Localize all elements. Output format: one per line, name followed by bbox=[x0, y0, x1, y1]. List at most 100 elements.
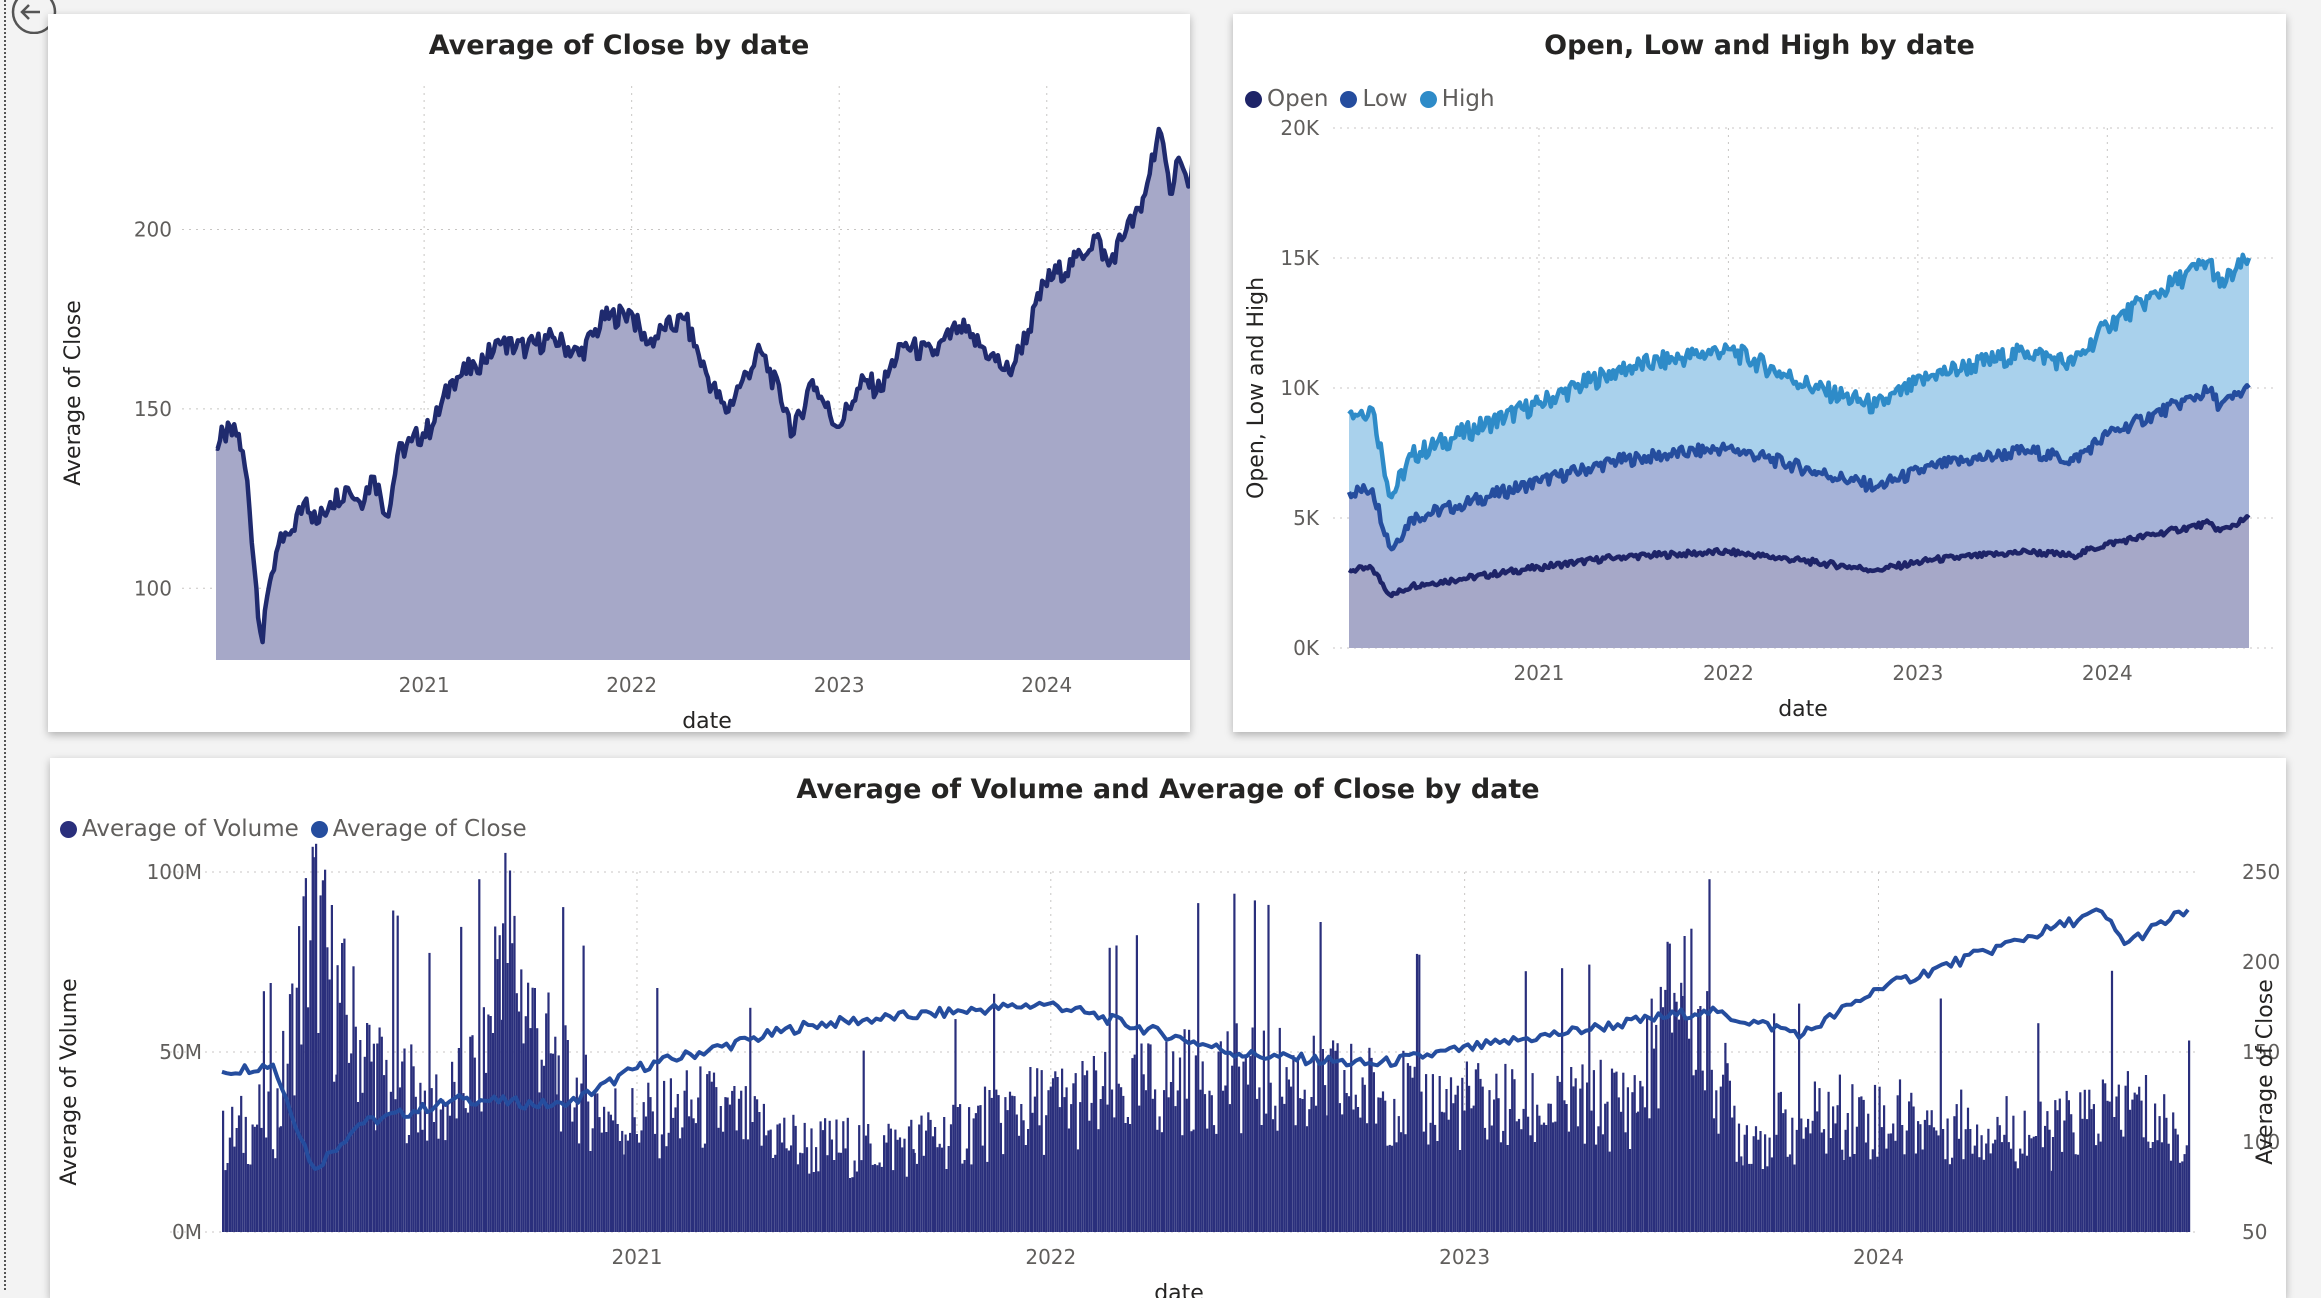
volume-bar bbox=[1015, 1114, 1018, 1232]
volume-bar bbox=[564, 1025, 567, 1232]
volume-bar bbox=[1038, 1125, 1041, 1232]
volume-bar bbox=[575, 1077, 578, 1232]
volume-bar bbox=[1388, 1144, 1391, 1232]
volume-bar bbox=[359, 1040, 362, 1232]
volume-bar bbox=[487, 1014, 490, 1232]
volume-bar bbox=[1008, 1091, 1012, 1232]
volume-bar bbox=[934, 1127, 937, 1232]
volume-bar bbox=[2092, 1104, 2095, 1232]
volume-bar bbox=[1883, 1105, 1886, 1232]
volume-bar bbox=[1235, 1023, 1238, 1232]
volume-bar bbox=[694, 1123, 697, 1232]
volume-bar bbox=[1269, 1082, 1272, 1232]
volume-bar bbox=[286, 1063, 289, 1232]
volume-bar bbox=[1846, 1113, 1849, 1232]
volume-bar bbox=[1643, 1107, 1646, 1232]
y-tick-label: 50M bbox=[159, 1040, 202, 1064]
volume-close-combo-chart-card[interactable]: Average of Volume and Average of Close b… bbox=[50, 758, 2286, 1298]
volume-bar bbox=[2070, 1114, 2073, 1232]
y-tick-label: 0K bbox=[1293, 636, 1320, 660]
y-tick-label: 200 bbox=[134, 218, 172, 242]
volume-bar bbox=[557, 1055, 560, 1232]
volume-bar bbox=[1149, 1044, 1152, 1232]
legend-item-close[interactable]: Average of Close bbox=[310, 816, 527, 842]
volume-bar bbox=[1244, 1056, 1247, 1232]
volume-bar bbox=[350, 1053, 353, 1232]
volume-bar bbox=[1097, 1129, 1100, 1232]
volume-bar bbox=[1617, 1097, 1620, 1232]
volume-bar bbox=[471, 1035, 474, 1232]
chart-title: Average of Volume and Average of Close b… bbox=[796, 774, 1540, 805]
volume-bar bbox=[2061, 1151, 2064, 1232]
close-area-fill bbox=[216, 129, 1190, 660]
volume-bar bbox=[842, 1121, 845, 1232]
volume-bar bbox=[1567, 1131, 1570, 1232]
volume-bar bbox=[609, 1114, 612, 1232]
volume-bar bbox=[1321, 1049, 1324, 1232]
legend-item-high[interactable]: High bbox=[1419, 86, 1495, 112]
volume-bar bbox=[1685, 1017, 1688, 1232]
volume-bar bbox=[1215, 1133, 1218, 1232]
volume-bar bbox=[423, 1090, 426, 1232]
volume-bar bbox=[2165, 1117, 2168, 1232]
volume-bar bbox=[258, 1084, 261, 1232]
volume-bar bbox=[1319, 922, 1322, 1232]
volume-bar bbox=[1551, 1122, 1555, 1232]
volume-bar bbox=[1595, 1144, 1598, 1232]
volume-bar bbox=[1142, 1074, 1145, 1232]
legend-item-low[interactable]: Low bbox=[1340, 86, 1408, 112]
volume-bar bbox=[1673, 992, 1676, 1232]
volume-bar bbox=[2016, 1168, 2019, 1232]
volume-bar bbox=[1465, 1061, 1468, 1232]
volume-bar bbox=[389, 1091, 392, 1232]
volume-bar bbox=[1415, 953, 1419, 1232]
y2-tick-label: 100 bbox=[2242, 1130, 2280, 1154]
volume-bar bbox=[1601, 1134, 1604, 1232]
volume-bar bbox=[1356, 1107, 1360, 1232]
legend: Average of Volume Average of Close bbox=[60, 816, 539, 842]
volume-bar bbox=[2012, 1115, 2015, 1232]
volume-bar bbox=[776, 1124, 779, 1232]
volume-bar bbox=[837, 1152, 840, 1232]
volume-bar bbox=[1022, 1120, 1025, 1232]
volume-bar bbox=[1599, 1059, 1602, 1232]
volume-bar bbox=[925, 1130, 928, 1232]
volume-bar bbox=[444, 1140, 447, 1232]
volume-bar bbox=[903, 1138, 906, 1232]
legend-item-volume[interactable]: Average of Volume bbox=[60, 816, 299, 842]
volume-bar bbox=[1379, 1097, 1382, 1232]
volume-bar bbox=[545, 1013, 548, 1232]
volume-bar bbox=[1791, 1117, 1794, 1232]
y2-tick-label: 50 bbox=[2242, 1220, 2267, 1244]
volume-bar bbox=[593, 1093, 597, 1232]
volume-bar bbox=[1377, 1097, 1380, 1232]
volume-bar bbox=[1260, 1125, 1263, 1232]
legend-item-open[interactable]: Open bbox=[1245, 86, 1328, 112]
volume-bar bbox=[1251, 1027, 1254, 1232]
volume-bar bbox=[1361, 1077, 1364, 1232]
back-arrow-icon[interactable] bbox=[0, 0, 62, 34]
volume-bar bbox=[1343, 1070, 1346, 1232]
volume-bar bbox=[1969, 1129, 1972, 1232]
open-low-high-chart-card[interactable]: Open, Low and High by date Open Low High… bbox=[1233, 14, 2286, 732]
volume-bar bbox=[1860, 1096, 1863, 1232]
open-series-line bbox=[1347, 514, 2251, 599]
volume-bar bbox=[1923, 1119, 1926, 1232]
volume-bar bbox=[2050, 1170, 2053, 1232]
volume-bar bbox=[1495, 1073, 1498, 1232]
volume-bar bbox=[672, 1117, 675, 1232]
volume-bar bbox=[555, 1094, 558, 1232]
volume-bar bbox=[1249, 1056, 1252, 1232]
volume-bar bbox=[894, 1129, 897, 1232]
x-tick-label: 2022 bbox=[606, 673, 657, 697]
volume-bar bbox=[1411, 1077, 1414, 1232]
volume-bar bbox=[387, 1115, 390, 1232]
volume-bar bbox=[517, 1011, 521, 1232]
close-area-chart-card[interactable]: Average of Close by date 100 150 200 2021 20… bbox=[48, 14, 1190, 732]
x-tick-label: 2021 bbox=[1514, 661, 1565, 685]
volume-bar bbox=[644, 1116, 648, 1232]
volume-bar bbox=[1620, 1111, 1623, 1232]
volume-bar bbox=[464, 1108, 467, 1232]
volume-bar bbox=[1017, 1135, 1021, 1232]
volume-bar bbox=[1703, 1090, 1707, 1232]
